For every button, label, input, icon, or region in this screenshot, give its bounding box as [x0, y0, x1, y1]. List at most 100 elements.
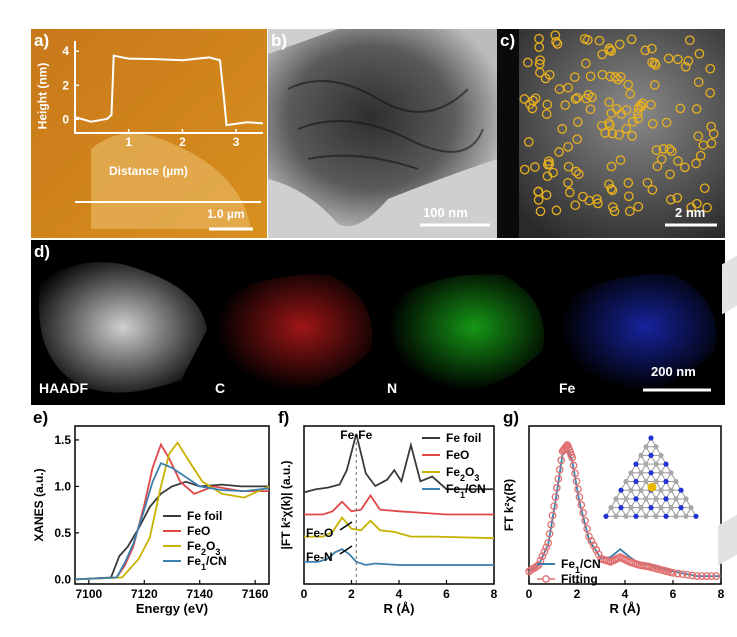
carbon-atom: [608, 505, 614, 511]
x-tick-label: 6: [670, 587, 677, 601]
y-axis-label: XANES (a.u.): [32, 468, 46, 541]
y-tick-label: 1.0: [54, 479, 71, 493]
fitting-marker: [571, 469, 579, 478]
y-tick-label: 1.5: [54, 433, 71, 447]
single-atom-circle: [535, 67, 545, 78]
single-atom-circle: [664, 144, 675, 154]
ftexafs-series-line: [304, 548, 494, 566]
single-atom-circle: [673, 156, 683, 166]
carbon-atom: [668, 487, 674, 493]
single-atom-circle: [585, 71, 596, 82]
x-tick-label: 7100: [76, 587, 103, 601]
fitting-marker: [581, 516, 590, 525]
annotation-fe-fe: Fe-Fe: [340, 428, 372, 442]
afm-height-profile: [74, 54, 264, 127]
carbon-atom: [638, 452, 644, 458]
carbon-atom: [673, 478, 679, 485]
single-atom-circle: [624, 206, 635, 217]
afm-scalebar-label: 1.0 µm: [207, 207, 245, 221]
single-atom-circle: [596, 120, 607, 131]
single-atom-circle: [627, 131, 637, 141]
single-atom-circle: [705, 87, 716, 98]
haadf-map: [39, 262, 207, 393]
single-atom-circle: [583, 89, 594, 100]
nitrogen-atom: [663, 461, 669, 467]
arrow-fe-n: [339, 545, 353, 555]
single-atom-circle: [535, 206, 546, 217]
single-atom-circle: [609, 206, 620, 217]
x-tick-label: 6: [443, 587, 450, 601]
single-atom-circle: [702, 202, 712, 213]
fitting-marker: [548, 511, 557, 520]
tem-image: [268, 29, 497, 238]
single-atom-circle: [652, 161, 663, 172]
fitting-marker: [551, 493, 560, 501]
single-atom-circle: [542, 99, 553, 110]
x-tick-label: 7160: [242, 587, 269, 601]
single-atom-circle: [560, 100, 571, 110]
x-axis-label: Energy (eV): [136, 601, 208, 616]
eds-label-fe: Fe: [559, 380, 576, 396]
single-atom-circle: [663, 53, 674, 64]
afm-ylabel: Height (nm): [35, 62, 50, 130]
y-tick-label: 0.0: [54, 572, 71, 586]
single-atom-circle: [706, 138, 717, 149]
y-axis-label: |FT k²χ(k)| (a.u.): [279, 461, 293, 550]
fitting-marker: [547, 520, 555, 529]
x-tick-label: 4: [622, 587, 629, 601]
fitting-marker: [557, 456, 566, 465]
x-tick-label: 7140: [186, 587, 213, 601]
single-atom-circle: [551, 36, 561, 47]
single-atom-circle: [635, 100, 646, 111]
carbon-atom: [668, 470, 674, 476]
x-tick-label: 2: [348, 587, 355, 601]
nitrogen-atom: [603, 513, 609, 519]
fitting-marker: [707, 572, 716, 580]
single-atom-circle: [672, 192, 683, 203]
single-atom-circle: [623, 191, 634, 202]
carbon-atom: [623, 478, 629, 485]
single-atom-circle: [557, 124, 568, 134]
carbon-atom: [653, 478, 659, 485]
carbon-atom: [658, 452, 664, 458]
carbon-atom: [658, 470, 664, 476]
single-atom-circle: [554, 84, 565, 94]
molecular-structure-inset: [603, 435, 699, 519]
legend-label: Fe1/CN: [561, 557, 601, 575]
single-atom-circle: [633, 201, 644, 212]
fitting-marker: [693, 572, 701, 580]
single-atom-circle: [525, 99, 535, 110]
fitting-marker: [683, 570, 692, 579]
carbon-atom: [638, 505, 644, 511]
nitrogen-atom: [663, 478, 669, 485]
carbon-atom: [658, 487, 664, 493]
y-axis-label: FT k²χ(R): [502, 479, 516, 531]
panel-f-ftexafs-chart: f) 0 2 4 6 8 R (Å) |FT k²χ(k)| (a.u.) Fe-Fe Fe-O…: [276, 408, 501, 630]
single-atom-circle: [665, 194, 676, 205]
legend-label: Fe foil: [446, 431, 481, 445]
eds-label-n: N: [387, 380, 398, 396]
panel-b-tem-image: b) 100 nm: [268, 29, 497, 238]
single-atom-circle: [522, 57, 533, 68]
single-atom-circle: [563, 161, 574, 172]
afm-xtick-label: 1: [125, 135, 132, 149]
panel-letter-c: c): [500, 31, 516, 50]
carbon-atom: [628, 487, 634, 493]
single-atom-circle: [680, 162, 690, 173]
single-atom-circle: [691, 158, 701, 169]
single-atom-circle: [695, 150, 706, 161]
afm-ytick-label: 4: [62, 44, 69, 58]
legend-label: Fitting: [561, 572, 598, 586]
carbon-atom: [673, 496, 679, 502]
carbon-atom: [613, 513, 619, 519]
fitting-marker: [575, 493, 584, 501]
nitrogen-atom: [678, 487, 684, 493]
panel-g-fitting-chart: g) 0 2 4 6 8 R (Å) FT k²χ(R) Fe1/CN Fitting: [501, 408, 727, 630]
ftexafs-series-line: [304, 493, 494, 516]
xanes-plot: 7100 7120 7140 7160 0.0 0.5 1.0 1.5 Energy (eV) X…: [32, 425, 270, 616]
panel-d-eds-maps: d) HAADF C N Fe 200 nm: [31, 240, 725, 405]
single-atom-circle: [570, 200, 581, 211]
single-atom-circle: [541, 190, 552, 200]
single-atom-circle: [673, 54, 683, 65]
